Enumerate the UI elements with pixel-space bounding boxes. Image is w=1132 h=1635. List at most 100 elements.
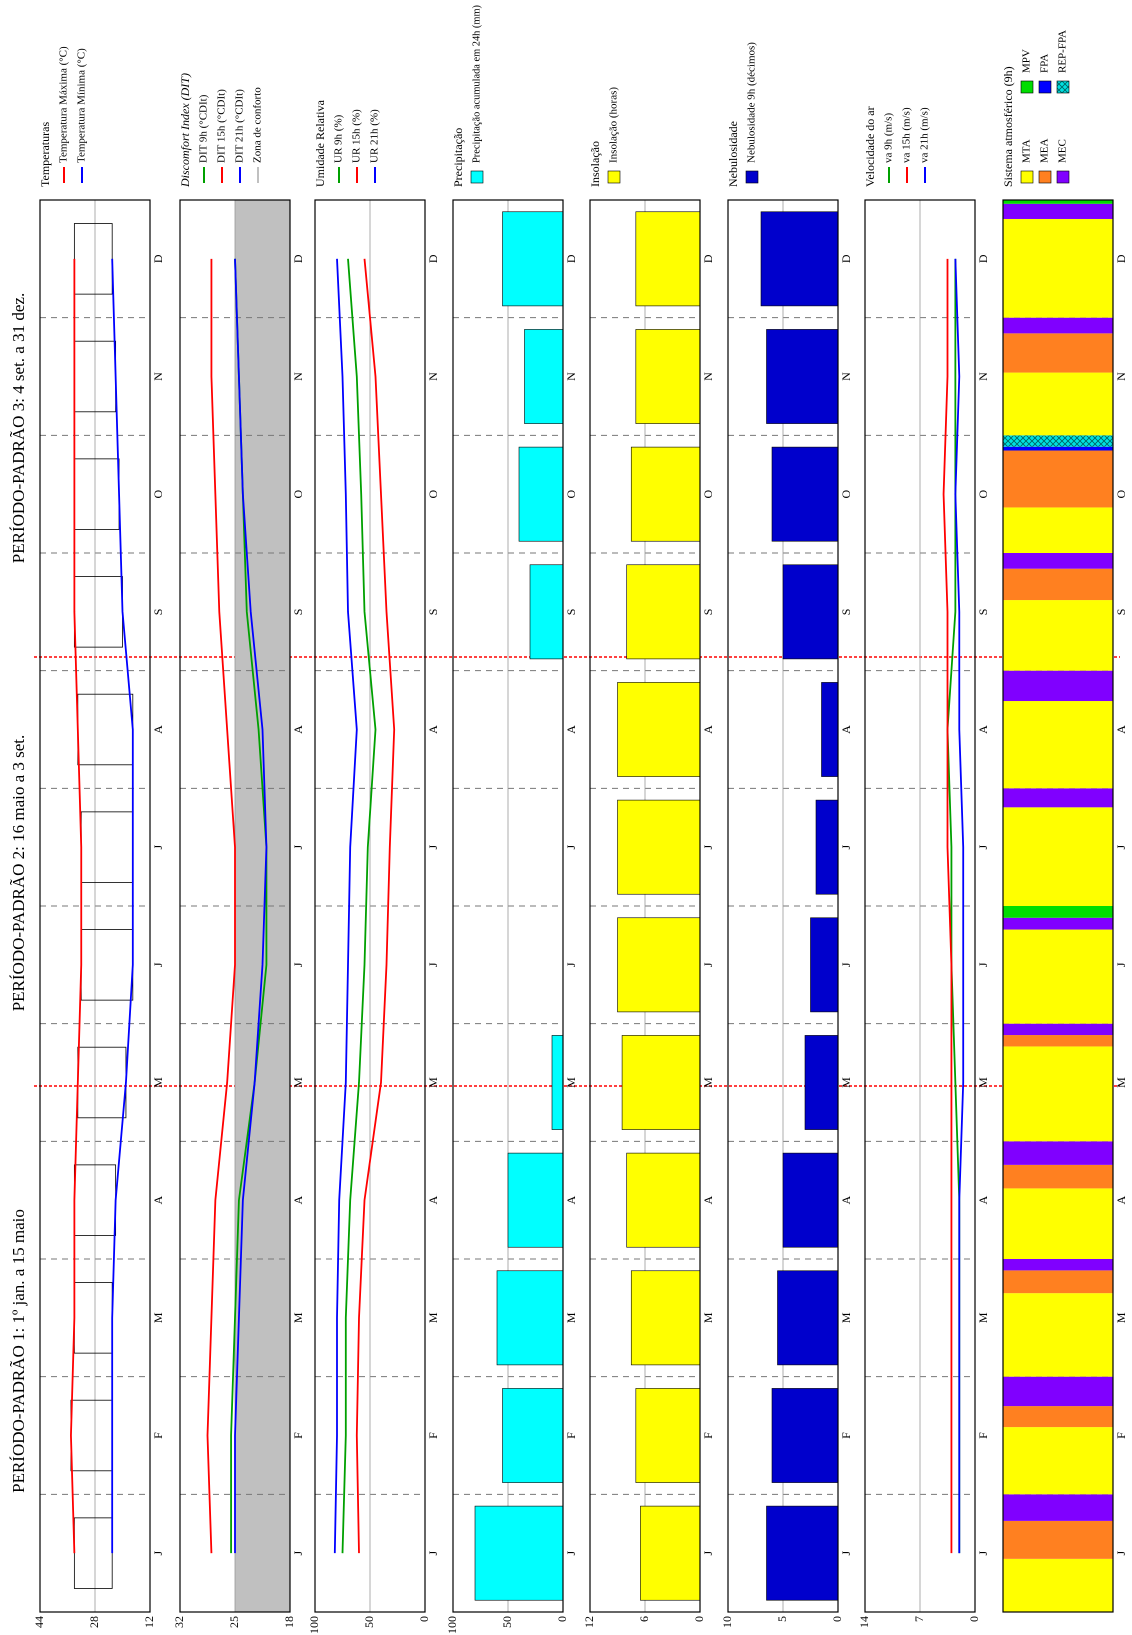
period-title: PERÍODO-PADRÃO 1: 1º jan. a 15 maio (9, 1209, 28, 1493)
legend-label: Precipitação acumulada em 24h (mm) (471, 5, 483, 163)
system-segment (1003, 199, 1113, 204)
x-tick-label: M (291, 1077, 305, 1088)
y-tick-label: 14 (857, 1616, 871, 1628)
x-tick-label: N (701, 372, 715, 381)
x-tick-label: A (1114, 1196, 1128, 1205)
x-tick-label: M (426, 1312, 440, 1323)
panel-frame (314, 199, 426, 1613)
x-tick-label: A (151, 725, 165, 734)
x-tick-label: F (291, 1432, 305, 1439)
y-tick-label: 28 (87, 1616, 101, 1628)
system-segment (1003, 1035, 1113, 1047)
x-tick-label: F (1114, 1432, 1128, 1439)
x-tick-label: J (564, 845, 578, 850)
range-bar (73, 458, 120, 530)
x-tick-label: J (1114, 845, 1128, 850)
range-bar (73, 1282, 113, 1354)
legend-swatch (607, 170, 621, 184)
x-tick-label: A (564, 725, 578, 734)
x-tick-label: M (839, 1312, 853, 1323)
system-segment (1003, 372, 1113, 436)
legend-label: REP-FPA (1057, 30, 1069, 73)
y-tick-label: 0 (417, 1616, 431, 1622)
x-tick-label: M (839, 1077, 853, 1088)
x-tick-label: J (701, 962, 715, 967)
x-tick-label: J (564, 962, 578, 967)
x-tick-label: J (1114, 1551, 1128, 1556)
x-tick-label: F (839, 1432, 853, 1439)
system-segment (1003, 1164, 1113, 1189)
bar (518, 446, 564, 542)
x-tick-label: N (151, 372, 165, 381)
x-tick-label: N (291, 372, 305, 381)
bar (524, 329, 564, 424)
bar (760, 211, 839, 307)
x-tick-label: N (839, 372, 853, 381)
x-tick-label: J (151, 1551, 165, 1556)
x-tick-label: A (839, 725, 853, 734)
x-tick-label: A (976, 725, 990, 734)
legend-label: va 15h (m/s) (901, 107, 913, 163)
legend-swatch (745, 170, 759, 184)
system-segment (1003, 929, 1113, 1024)
y-tick-label: 0 (967, 1616, 981, 1622)
x-tick-label: S (976, 608, 990, 615)
legend-swatch (1056, 170, 1070, 184)
x-tick-label: F (976, 1432, 990, 1439)
y-tick-label: 0 (555, 1616, 569, 1622)
x-tick-label: S (291, 608, 305, 615)
y-tick-label: 18 (282, 1616, 296, 1628)
period-title: PERÍODO-PADRÃO 3: 4 set. a 31 dez. (9, 293, 28, 563)
bar (766, 1505, 839, 1601)
system-segment (1003, 1270, 1113, 1294)
system-segment (1003, 446, 1113, 451)
legend-label: MEA (1039, 139, 1051, 164)
y-tick-label: 32 (172, 1616, 186, 1628)
x-tick-label: A (839, 1196, 853, 1205)
bar (502, 1388, 564, 1483)
x-tick-label: N (976, 372, 990, 381)
x-tick-label: M (291, 1312, 305, 1323)
bar (821, 682, 839, 777)
x-tick-label: O (839, 490, 853, 499)
panel-frame (1002, 199, 1114, 1613)
panel-frame (864, 199, 976, 1613)
system-segment (1003, 450, 1113, 508)
legend-label: Temperatura Mínima (°C) (76, 48, 88, 163)
x-tick-label: D (564, 254, 578, 263)
bar (771, 1388, 839, 1483)
bar (496, 1270, 564, 1366)
bar (626, 1152, 701, 1248)
x-tick-label: M (701, 1077, 715, 1088)
x-tick-label: A (564, 1196, 578, 1205)
bar (635, 1388, 701, 1483)
x-tick-label: A (1114, 725, 1128, 734)
rotated-plot: PERÍODO-PADRÃO 1: 1º jan. a 15 maio PERÍO… (9, 5, 1128, 1634)
x-tick-label: J (151, 845, 165, 850)
x-tick-label: S (151, 608, 165, 615)
x-tick-label: S (839, 608, 853, 615)
x-tick-label: O (291, 490, 305, 499)
bar (635, 329, 701, 424)
range-bar (73, 576, 123, 648)
legend-label: UR 9h (%) (333, 114, 345, 163)
panel-frame (179, 199, 291, 1613)
system-segment (1003, 1023, 1113, 1036)
x-tick-label: O (151, 490, 165, 499)
y-tick-label: 0 (830, 1616, 844, 1622)
system-segment (1003, 218, 1113, 318)
x-tick-label: J (839, 1551, 853, 1556)
x-tick-label: J (564, 1551, 578, 1556)
legend-label: MTA (1021, 139, 1033, 163)
system-segment (1003, 905, 1113, 918)
legend-label: DIT 9h (°CDIt) (198, 94, 210, 163)
panel-frame (452, 199, 564, 1613)
x-tick-label: J (839, 962, 853, 967)
line-series (111, 258, 134, 1554)
legend-title: Insolação (588, 141, 602, 187)
y-tick-label: 7 (912, 1616, 926, 1622)
legend-label: DIT 15h (°CDIt) (216, 89, 228, 163)
x-tick-label: J (291, 1551, 305, 1556)
x-tick-label: F (564, 1432, 578, 1439)
x-tick-label: J (426, 962, 440, 967)
